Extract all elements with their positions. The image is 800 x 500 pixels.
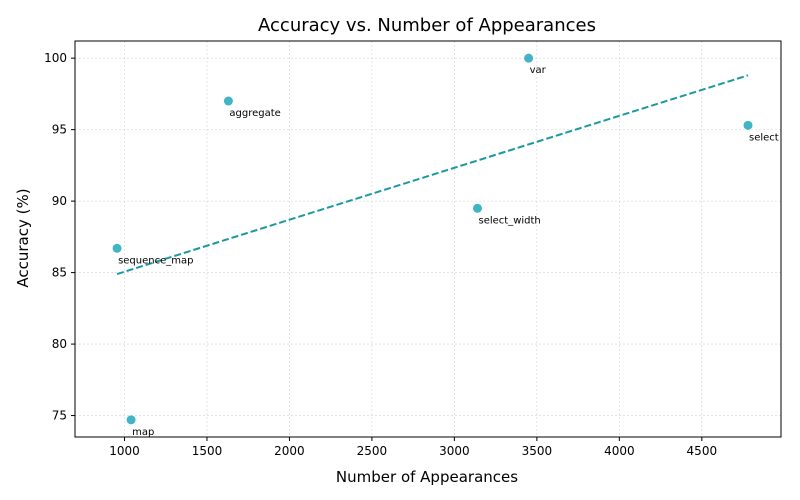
x-tick-label: 1000: [109, 444, 140, 458]
point-label: sequence_map: [118, 255, 193, 266]
data-point-select: [743, 120, 753, 130]
x-axis-title: Number of Appearances: [336, 468, 518, 486]
y-tick-label: 95: [52, 123, 67, 137]
chart-title: Accuracy vs. Number of Appearances: [258, 15, 596, 36]
y-tick-label: 85: [52, 266, 67, 280]
point-label: map: [132, 427, 154, 438]
y-axis-title: Accuracy (%): [14, 188, 32, 287]
point-label: var: [530, 65, 547, 76]
grid: [75, 41, 781, 437]
y-tick-label: 75: [52, 409, 67, 423]
trendline: [116, 74, 749, 275]
y-tick-label: 80: [52, 337, 67, 351]
data-point-var: [524, 53, 534, 63]
x-tick-label: 3000: [439, 444, 470, 458]
point-label: select: [749, 132, 779, 143]
y-axis-ticks: 75 80 85 90 95 100: [44, 51, 75, 423]
points-layer: [112, 53, 753, 425]
x-axis-ticks: 1000 1500 2000 2500 3000 3500 4000 4500: [109, 437, 717, 458]
data-point-aggregate: [223, 96, 233, 106]
data-point-sequence-map: [112, 243, 122, 253]
x-tick-label: 1500: [192, 444, 223, 458]
y-tick-label: 90: [52, 194, 67, 208]
point-label: select_width: [478, 215, 540, 226]
x-tick-label: 4500: [687, 444, 718, 458]
y-tick-label: 100: [44, 51, 67, 65]
x-tick-label: 2000: [274, 444, 305, 458]
plot-frame: [74, 40, 782, 438]
x-tick-label: 4000: [604, 444, 635, 458]
data-point-select-width: [472, 203, 482, 213]
x-tick-label: 2500: [357, 444, 388, 458]
x-tick-label: 3500: [522, 444, 553, 458]
trendline-layer: [116, 74, 749, 275]
data-point-map: [126, 415, 136, 425]
point-label: aggregate: [229, 108, 280, 119]
